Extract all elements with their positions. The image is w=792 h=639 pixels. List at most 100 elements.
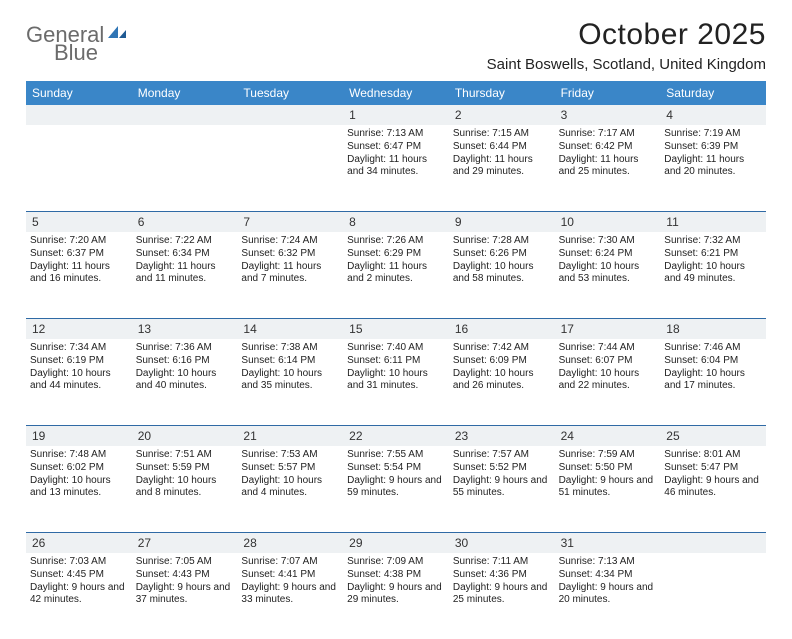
sunrise-line: Sunrise: 7:51 AM <box>136 449 234 462</box>
day-detail: Sunrise: 7:40 AMSunset: 6:11 PMDaylight:… <box>347 339 445 393</box>
detail-row: Sunrise: 7:13 AMSunset: 6:47 PMDaylight:… <box>26 125 766 211</box>
day-number: 11 <box>660 212 766 232</box>
sunrise-line: Sunrise: 7:09 AM <box>347 556 445 569</box>
sunrise-line: Sunrise: 7:13 AM <box>559 556 657 569</box>
daynum-row: 1234 <box>26 105 766 125</box>
daylight-line: Daylight: 9 hours and 29 minutes. <box>347 582 445 608</box>
detail-row: Sunrise: 7:48 AMSunset: 6:02 PMDaylight:… <box>26 446 766 532</box>
calendar-cell: Sunrise: 7:36 AMSunset: 6:16 PMDaylight:… <box>132 339 238 425</box>
day-number: 6 <box>132 212 238 232</box>
detail-row: Sunrise: 7:34 AMSunset: 6:19 PMDaylight:… <box>26 339 766 425</box>
sunset-line: Sunset: 6:34 PM <box>136 248 234 261</box>
calendar-cell: Sunrise: 7:05 AMSunset: 4:43 PMDaylight:… <box>132 553 238 639</box>
calendar-cell: Sunrise: 7:53 AMSunset: 5:57 PMDaylight:… <box>237 446 343 532</box>
sunrise-line: Sunrise: 7:15 AM <box>453 128 551 141</box>
calendar-cell: Sunrise: 7:38 AMSunset: 6:14 PMDaylight:… <box>237 339 343 425</box>
day-detail: Sunrise: 7:28 AMSunset: 6:26 PMDaylight:… <box>453 232 551 286</box>
detail-row: Sunrise: 7:03 AMSunset: 4:45 PMDaylight:… <box>26 553 766 639</box>
sunrise-line: Sunrise: 7:44 AM <box>559 342 657 355</box>
sunset-line: Sunset: 6:37 PM <box>30 248 128 261</box>
daylight-line: Daylight: 10 hours and 44 minutes. <box>30 368 128 394</box>
daylight-line: Daylight: 10 hours and 17 minutes. <box>664 368 762 394</box>
sunrise-line: Sunrise: 7:19 AM <box>664 128 762 141</box>
calendar-cell <box>132 125 238 211</box>
calendar-cell: Sunrise: 7:07 AMSunset: 4:41 PMDaylight:… <box>237 553 343 639</box>
dow-label: Monday <box>132 81 238 105</box>
sunset-line: Sunset: 6:07 PM <box>559 355 657 368</box>
day-detail: Sunrise: 7:11 AMSunset: 4:36 PMDaylight:… <box>453 553 551 607</box>
day-number: 28 <box>237 533 343 553</box>
sunset-line: Sunset: 5:52 PM <box>453 462 551 475</box>
day-detail: Sunrise: 7:20 AMSunset: 6:37 PMDaylight:… <box>30 232 128 286</box>
dow-label: Friday <box>555 81 661 105</box>
day-detail: Sunrise: 7:24 AMSunset: 6:32 PMDaylight:… <box>241 232 339 286</box>
calendar-cell: Sunrise: 7:20 AMSunset: 6:37 PMDaylight:… <box>26 232 132 318</box>
day-number: 23 <box>449 426 555 446</box>
day-detail: Sunrise: 7:13 AMSunset: 4:34 PMDaylight:… <box>559 553 657 607</box>
sunset-line: Sunset: 6:02 PM <box>30 462 128 475</box>
daylight-line: Daylight: 11 hours and 34 minutes. <box>347 154 445 180</box>
sunset-line: Sunset: 6:26 PM <box>453 248 551 261</box>
daylight-line: Daylight: 10 hours and 13 minutes. <box>30 475 128 501</box>
calendar-cell: Sunrise: 7:11 AMSunset: 4:36 PMDaylight:… <box>449 553 555 639</box>
sunset-line: Sunset: 4:34 PM <box>559 569 657 582</box>
calendar-cell <box>237 125 343 211</box>
detail-row: Sunrise: 7:20 AMSunset: 6:37 PMDaylight:… <box>26 232 766 318</box>
daylight-line: Daylight: 9 hours and 20 minutes. <box>559 582 657 608</box>
daynum-row: 12131415161718 <box>26 318 766 339</box>
calendar-cell: Sunrise: 7:03 AMSunset: 4:45 PMDaylight:… <box>26 553 132 639</box>
calendar-cell: Sunrise: 7:51 AMSunset: 5:59 PMDaylight:… <box>132 446 238 532</box>
sunrise-line: Sunrise: 7:17 AM <box>559 128 657 141</box>
day-number: 16 <box>449 319 555 339</box>
sunrise-line: Sunrise: 7:28 AM <box>453 235 551 248</box>
calendar-cell: Sunrise: 7:42 AMSunset: 6:09 PMDaylight:… <box>449 339 555 425</box>
day-number: 13 <box>132 319 238 339</box>
daylight-line: Daylight: 11 hours and 20 minutes. <box>664 154 762 180</box>
day-number: 27 <box>132 533 238 553</box>
sunset-line: Sunset: 5:47 PM <box>664 462 762 475</box>
sunset-line: Sunset: 6:42 PM <box>559 141 657 154</box>
daylight-line: Daylight: 10 hours and 22 minutes. <box>559 368 657 394</box>
sunrise-line: Sunrise: 8:01 AM <box>664 449 762 462</box>
sunrise-line: Sunrise: 7:57 AM <box>453 449 551 462</box>
calendar-cell: Sunrise: 7:15 AMSunset: 6:44 PMDaylight:… <box>449 125 555 211</box>
sunset-line: Sunset: 5:57 PM <box>241 462 339 475</box>
day-detail: Sunrise: 7:34 AMSunset: 6:19 PMDaylight:… <box>30 339 128 393</box>
daylight-line: Daylight: 9 hours and 46 minutes. <box>664 475 762 501</box>
daylight-line: Daylight: 11 hours and 29 minutes. <box>453 154 551 180</box>
calendar-cell: Sunrise: 7:48 AMSunset: 6:02 PMDaylight:… <box>26 446 132 532</box>
day-detail: Sunrise: 7:09 AMSunset: 4:38 PMDaylight:… <box>347 553 445 607</box>
sunrise-line: Sunrise: 7:03 AM <box>30 556 128 569</box>
sunrise-line: Sunrise: 7:26 AM <box>347 235 445 248</box>
daylight-line: Daylight: 9 hours and 51 minutes. <box>559 475 657 501</box>
sunrise-line: Sunrise: 7:13 AM <box>347 128 445 141</box>
day-detail: Sunrise: 7:36 AMSunset: 6:16 PMDaylight:… <box>136 339 234 393</box>
sunset-line: Sunset: 6:32 PM <box>241 248 339 261</box>
day-number: 8 <box>343 212 449 232</box>
calendar-cell: Sunrise: 7:59 AMSunset: 5:50 PMDaylight:… <box>555 446 661 532</box>
daylight-line: Daylight: 10 hours and 35 minutes. <box>241 368 339 394</box>
daylight-line: Daylight: 10 hours and 31 minutes. <box>347 368 445 394</box>
dow-label: Thursday <box>449 81 555 105</box>
daylight-line: Daylight: 9 hours and 59 minutes. <box>347 475 445 501</box>
day-number: 21 <box>237 426 343 446</box>
calendar-cell: Sunrise: 7:40 AMSunset: 6:11 PMDaylight:… <box>343 339 449 425</box>
header: General Blue October 2025 Saint Boswells… <box>26 18 766 73</box>
daylight-line: Daylight: 9 hours and 42 minutes. <box>30 582 128 608</box>
daylight-line: Daylight: 9 hours and 55 minutes. <box>453 475 551 501</box>
daylight-line: Daylight: 11 hours and 7 minutes. <box>241 261 339 287</box>
calendar-cell: Sunrise: 7:13 AMSunset: 6:47 PMDaylight:… <box>343 125 449 211</box>
sunrise-line: Sunrise: 7:40 AM <box>347 342 445 355</box>
month-title: October 2025 <box>487 18 766 52</box>
daylight-line: Daylight: 11 hours and 11 minutes. <box>136 261 234 287</box>
sunset-line: Sunset: 6:04 PM <box>664 355 762 368</box>
sunset-line: Sunset: 6:24 PM <box>559 248 657 261</box>
day-detail: Sunrise: 7:42 AMSunset: 6:09 PMDaylight:… <box>453 339 551 393</box>
day-detail: Sunrise: 7:07 AMSunset: 4:41 PMDaylight:… <box>241 553 339 607</box>
calendar-cell: Sunrise: 7:55 AMSunset: 5:54 PMDaylight:… <box>343 446 449 532</box>
sunset-line: Sunset: 4:43 PM <box>136 569 234 582</box>
sunset-line: Sunset: 6:21 PM <box>664 248 762 261</box>
daylight-line: Daylight: 9 hours and 33 minutes. <box>241 582 339 608</box>
day-detail: Sunrise: 7:55 AMSunset: 5:54 PMDaylight:… <box>347 446 445 500</box>
sunrise-line: Sunrise: 7:30 AM <box>559 235 657 248</box>
